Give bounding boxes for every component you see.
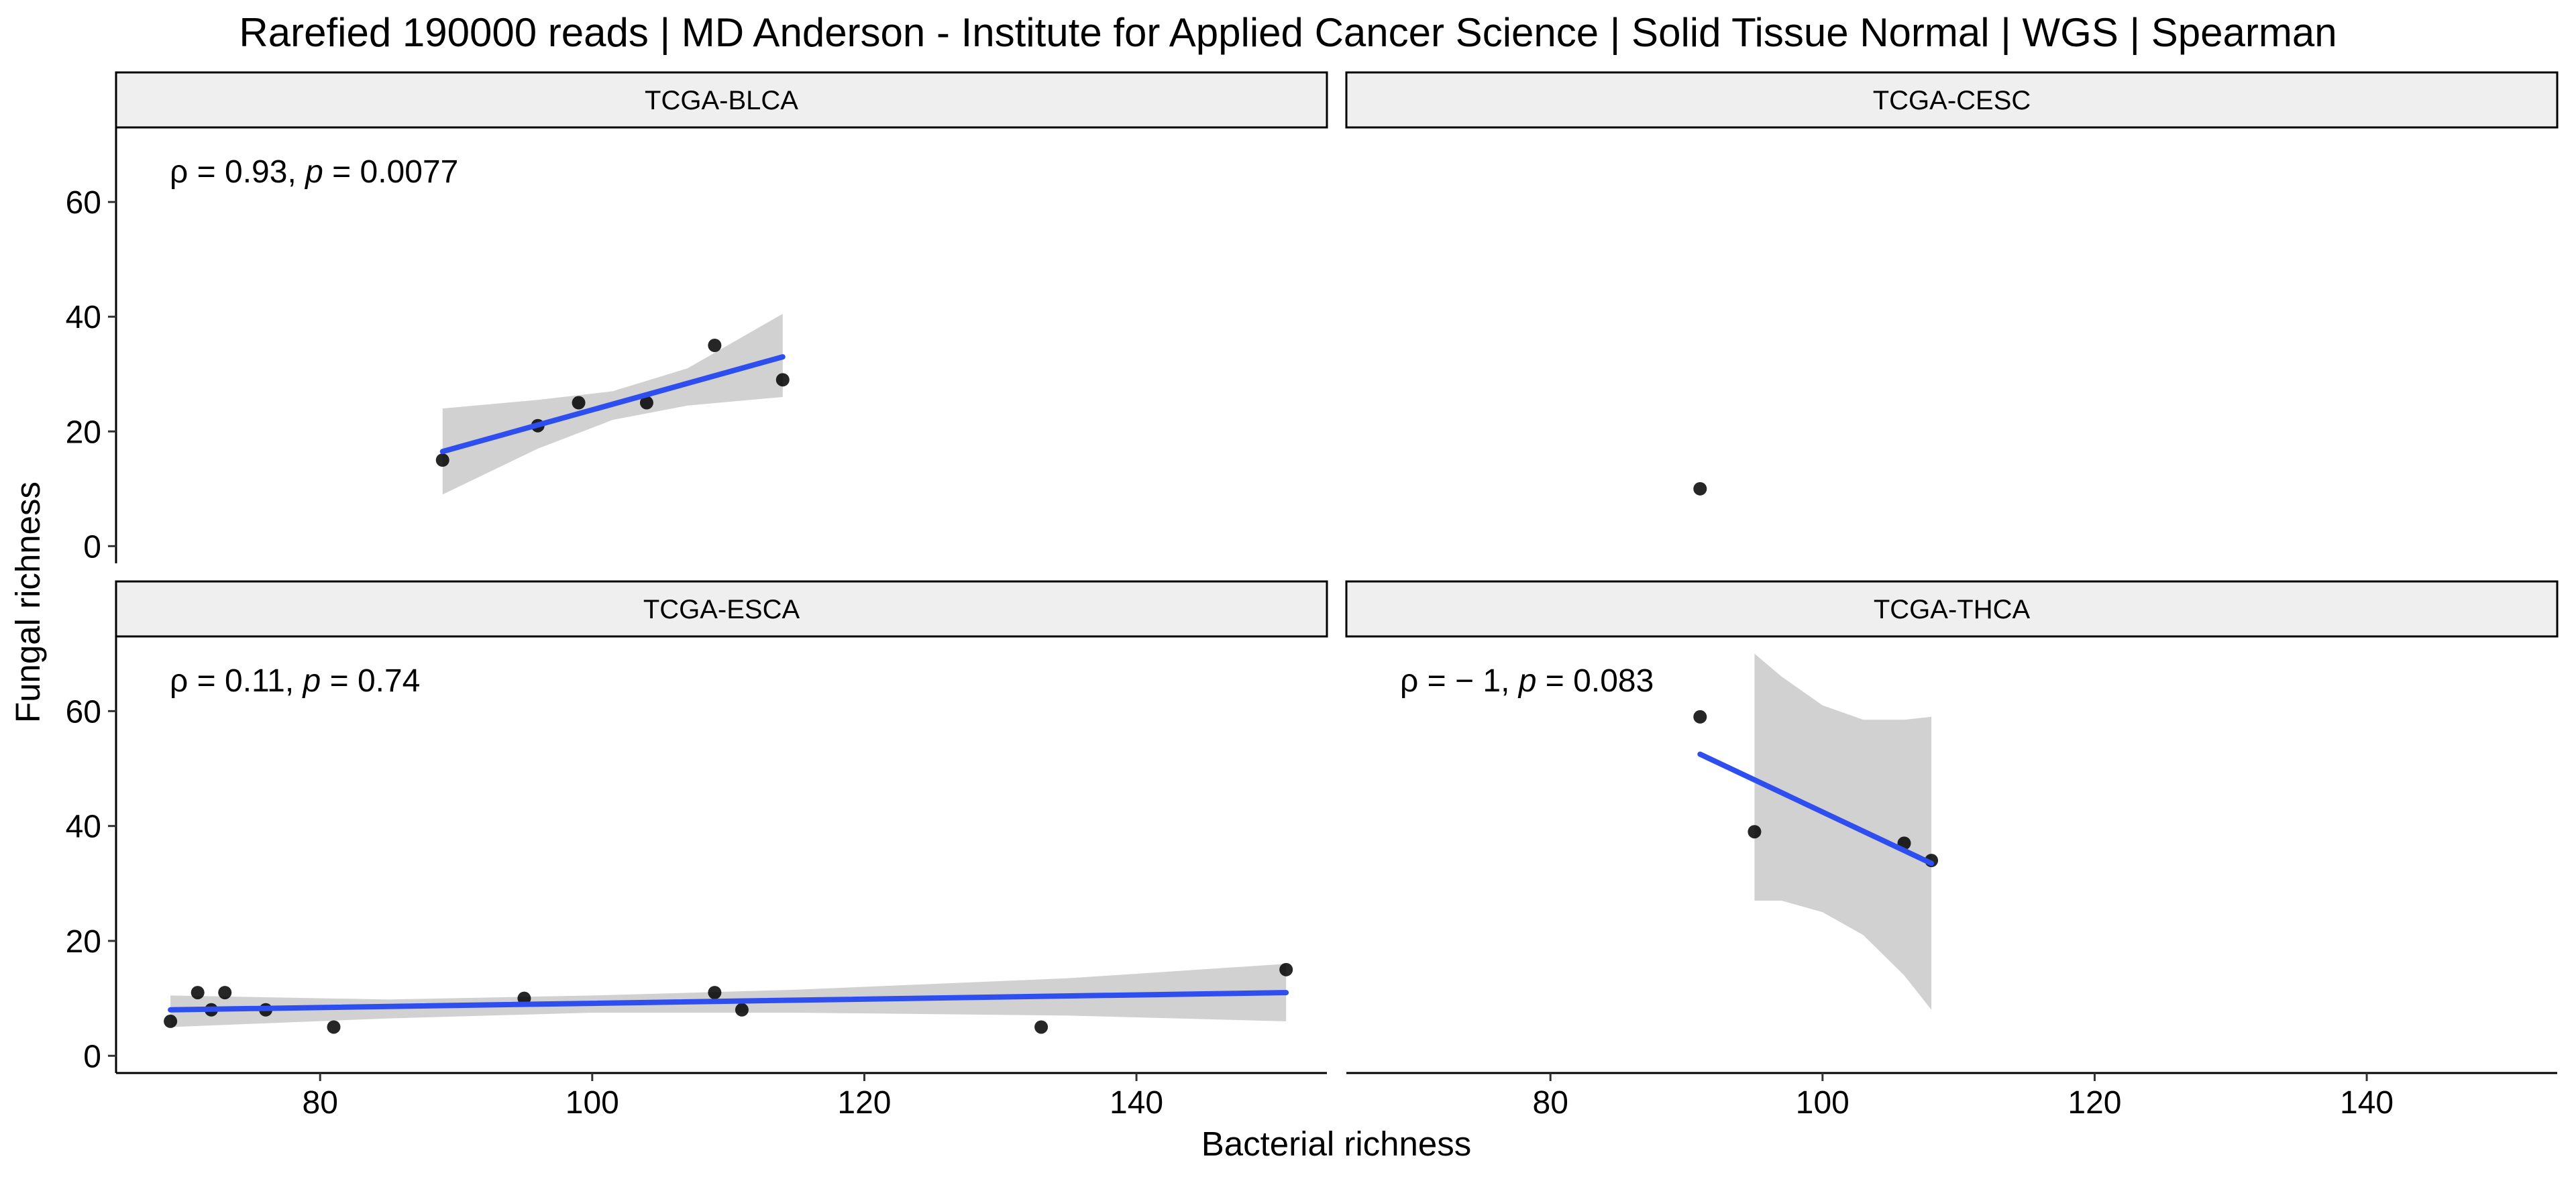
- x-tick-label: 100: [1796, 1085, 1849, 1121]
- facet-strip-label: TCGA-BLCA: [645, 86, 798, 115]
- annotation-separator: ,: [287, 154, 305, 190]
- panel-TCGA-ESCA: TCGA-ESCA 0 20 40 60 80 100 120 140 ρ = 0.11, p =…: [66, 580, 1328, 1121]
- p-symbol: p: [302, 663, 321, 699]
- x-tick-label: 100: [566, 1085, 619, 1121]
- chart-title: Rarefied 190000 reads | MD Anderson - In…: [239, 10, 2337, 55]
- rho-symbol: ρ =: [170, 154, 225, 190]
- p-equals: =: [323, 154, 360, 190]
- y-tick-label: 0: [83, 1039, 101, 1074]
- fit-line: [168, 990, 1289, 1013]
- p-value: 0.083: [1573, 663, 1654, 699]
- fit-line: [1697, 751, 1935, 866]
- facet-strip-label: TCGA-THCA: [1874, 595, 2031, 624]
- panel-TCGA-BLCA: TCGA-BLCA 0 20 40 60 ρ = 0.93, p = 0.0077: [66, 71, 1328, 565]
- x-tick-label: 80: [303, 1085, 338, 1121]
- data-point: [639, 396, 653, 410]
- p-value: 0.0077: [360, 154, 459, 190]
- rho-symbol: ρ =: [1400, 663, 1455, 699]
- rho-value: 0.11: [225, 663, 285, 699]
- y-tick-label: 60: [66, 185, 101, 221]
- annotation-separator: ,: [1501, 663, 1519, 699]
- facet-strip-label: TCGA-ESCA: [643, 595, 800, 624]
- annotation-separator: ,: [285, 663, 303, 699]
- p-value: 0.74: [358, 663, 420, 699]
- facet-strip: [1345, 580, 2559, 638]
- data-point: [735, 1003, 749, 1017]
- correlation-annotation: ρ = 0.93, p = 0.0077: [170, 154, 458, 190]
- y-axis-title: Fungal richness: [9, 482, 47, 723]
- data-point: [775, 373, 790, 387]
- x-tick-label: 140: [2340, 1085, 2394, 1121]
- data-point: [1748, 825, 1762, 839]
- x-tick-label: 80: [1533, 1085, 1568, 1121]
- fit-line: [439, 354, 786, 455]
- rho-value: 0.93: [225, 154, 287, 190]
- data-point: [164, 1014, 178, 1028]
- rho-symbol: ρ =: [170, 663, 225, 699]
- x-tick-label: 140: [1110, 1085, 1163, 1121]
- facet-strip: [115, 71, 1328, 129]
- correlation-annotation: ρ = 0.11, p = 0.74: [170, 663, 420, 699]
- data-point: [218, 986, 232, 1000]
- data-point: [708, 986, 722, 1000]
- data-point: [191, 986, 205, 1000]
- facet-strip: [115, 580, 1328, 638]
- y-tick-label: 40: [66, 300, 101, 335]
- data-point: [327, 1020, 341, 1034]
- rho-value: − 1: [1455, 663, 1501, 699]
- p-equals: =: [321, 663, 358, 699]
- data-point: [1279, 962, 1293, 976]
- facet-strip-label: TCGA-CESC: [1873, 86, 2031, 115]
- data-point: [572, 396, 586, 410]
- y-tick-label: 40: [66, 809, 101, 845]
- facet-strip: [1345, 71, 2559, 129]
- y-tick-label: 20: [66, 414, 101, 450]
- p-symbol: p: [1517, 663, 1537, 699]
- data-point: [1693, 710, 1707, 724]
- correlation-annotation: ρ = − 1, p = 0.083: [1400, 663, 1654, 699]
- y-tick-label: 0: [83, 529, 101, 565]
- x-axis-title: Bacterial richness: [1201, 1125, 1472, 1163]
- data-point: [1034, 1020, 1049, 1034]
- confidence-band: [170, 964, 1287, 1027]
- p-symbol: p: [304, 154, 323, 190]
- confidence-band: [1754, 653, 1932, 1010]
- data-point: [708, 339, 722, 352]
- x-tick-label: 120: [837, 1085, 891, 1121]
- x-tick-label: 120: [2068, 1085, 2121, 1121]
- y-tick-label: 60: [66, 694, 101, 730]
- data-point: [435, 453, 449, 467]
- p-equals: =: [1536, 663, 1573, 699]
- y-tick-label: 20: [66, 924, 101, 960]
- data-point: [1693, 482, 1707, 496]
- panel-TCGA-CESC: TCGA-CESC: [1345, 71, 2559, 496]
- panel-TCGA-THCA: TCGA-THCA 80 100 120 140 ρ = − 1, p = 0.083: [1345, 580, 2559, 1121]
